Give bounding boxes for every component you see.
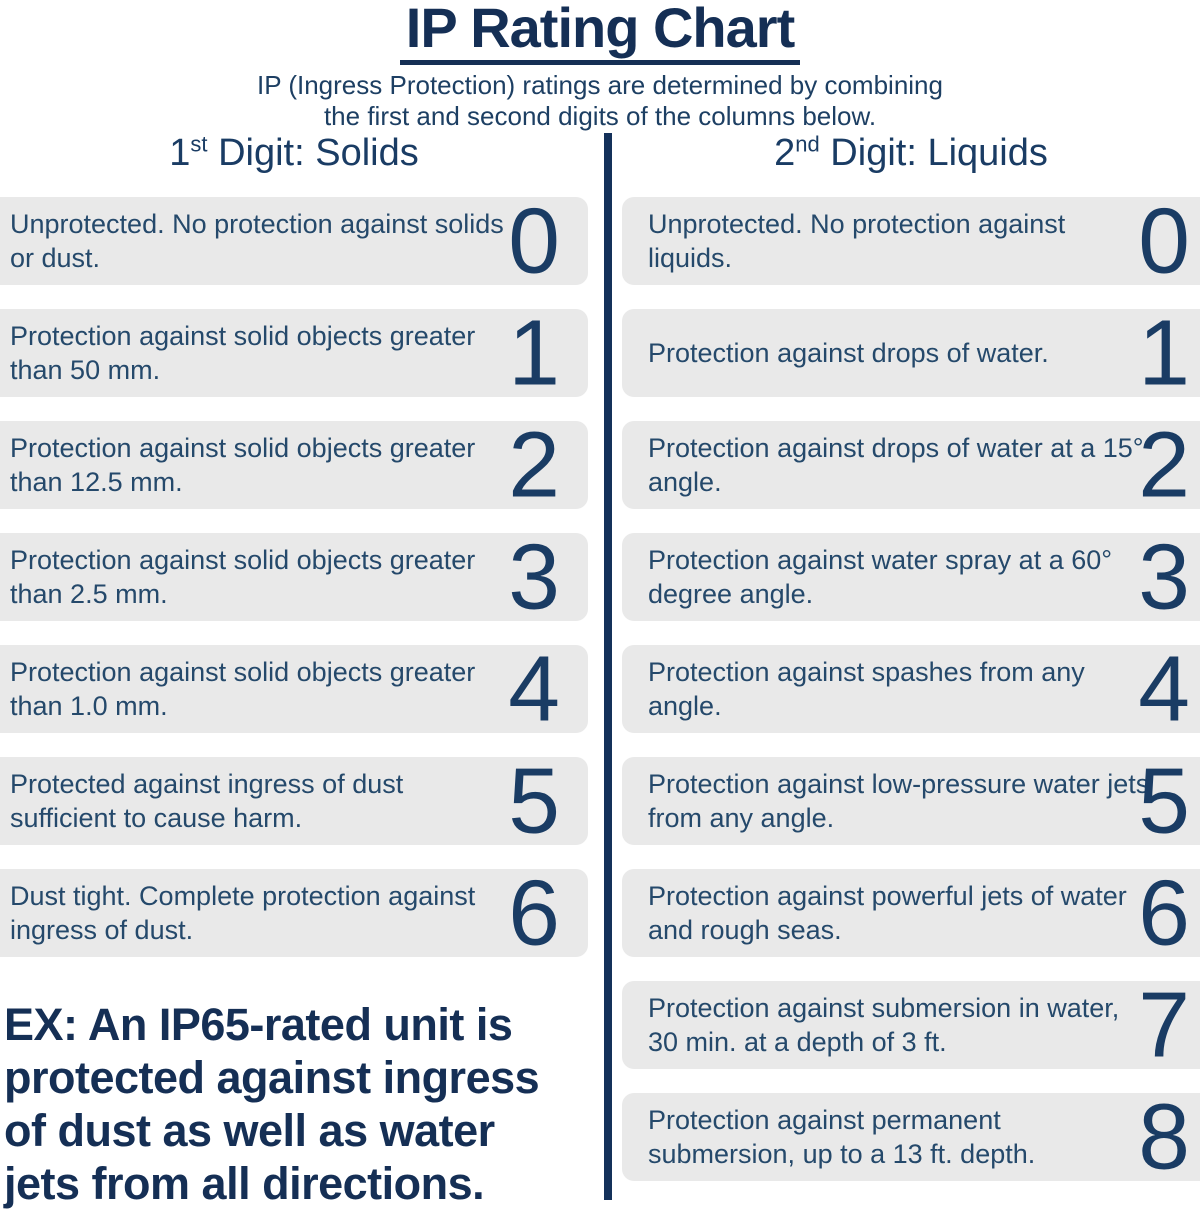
subtitle-line-2: the first and second digits of the colum… xyxy=(323,101,877,131)
rating-digit: 5 xyxy=(1138,748,1190,853)
liquids-row-8: Protection against permanent submersion,… xyxy=(622,1084,1200,1189)
liquids-column: 2nd Digit: Liquids Unprotected. No prote… xyxy=(622,131,1200,1205)
rating-digit: 0 xyxy=(1138,188,1190,293)
liquids-row-6: Protection against powerful jets of wate… xyxy=(622,860,1200,965)
column-divider xyxy=(604,133,612,1200)
example-line-3: of dust as well as water xyxy=(4,1105,495,1156)
liquids-heading-text: Digit: Liquids xyxy=(819,132,1048,174)
rating-digit: 8 xyxy=(1138,1084,1190,1189)
rating-description: Protection against spashes from any angl… xyxy=(648,657,1085,721)
solids-row-3: Protection against solid objects greater… xyxy=(0,524,588,629)
rating-description: Protection against powerful jets of wate… xyxy=(648,881,1127,945)
solids-row-4: Protection against solid objects greater… xyxy=(0,636,588,741)
rating-description: Dust tight. Complete protection against … xyxy=(10,881,476,945)
rating-digit: 5 xyxy=(508,748,560,853)
rating-digit: 4 xyxy=(508,636,560,741)
rating-description: Unprotected. No protection against liqui… xyxy=(648,209,1066,273)
example-line-1: EX: An IP65-rated unit is xyxy=(4,999,513,1050)
solids-row-2: Protection against solid objects greater… xyxy=(0,412,588,517)
rating-digit: 6 xyxy=(1138,860,1190,965)
liquids-heading-number: 2 xyxy=(774,132,796,174)
solids-row-5: Protected against ingress of dust suffic… xyxy=(0,748,588,853)
solids-row-6: Dust tight. Complete protection against … xyxy=(0,860,588,965)
liquids-column-heading: 2nd Digit: Liquids xyxy=(622,131,1200,175)
rating-description: Unprotected. No protection against solid… xyxy=(10,209,504,273)
solids-heading-number: 1 xyxy=(169,132,191,174)
rating-description: Protection against solid objects greater… xyxy=(10,433,476,497)
solids-heading-ordinal: st xyxy=(190,131,208,157)
rating-digit: 2 xyxy=(508,412,560,517)
rating-description: Protection against low-pressure water je… xyxy=(648,769,1150,833)
liquids-row-5: Protection against low-pressure water je… xyxy=(622,748,1200,853)
chart-header: IP Rating Chart IP (Ingress Protection) … xyxy=(0,0,1200,132)
rating-digit: 7 xyxy=(1138,972,1190,1077)
rating-digit: 0 xyxy=(508,188,560,293)
solids-heading-text: Digit: Solids xyxy=(207,132,419,174)
liquids-row-4: Protection against spashes from any angl… xyxy=(622,636,1200,741)
rating-description: Protection against submersion in water, … xyxy=(648,993,1120,1057)
rating-digit: 3 xyxy=(508,524,560,629)
rating-digit: 3 xyxy=(1138,524,1190,629)
rating-description: Protection against solid objects greater… xyxy=(10,657,476,721)
rating-description: Protection against permanent submersion,… xyxy=(648,1105,1036,1169)
rating-description: Protection against water spray at a 60° … xyxy=(648,545,1113,609)
rating-digit: 4 xyxy=(1138,636,1190,741)
rating-digit: 6 xyxy=(508,860,560,965)
rating-digit: 1 xyxy=(508,300,560,405)
rating-description: Protection against solid objects greater… xyxy=(10,321,476,385)
example-line-2: protected against ingress xyxy=(4,1052,540,1103)
rating-description: Protection against solid objects greater… xyxy=(10,545,476,609)
liquids-row-2: Protection against drops of water at a 1… xyxy=(622,412,1200,517)
solids-row-0: Unprotected. No protection against solid… xyxy=(0,188,588,293)
solids-column: 1st Digit: Solids Unprotected. No protec… xyxy=(0,131,588,981)
example-line-4: jets from all directions. xyxy=(4,1158,485,1209)
rating-description: Protected against ingress of dust suffic… xyxy=(10,769,404,833)
rating-digit: 1 xyxy=(1138,300,1190,405)
rating-description: Protection against drops of water at a 1… xyxy=(648,433,1144,497)
liquids-row-0: Unprotected. No protection against liqui… xyxy=(622,188,1200,293)
liquids-row-3: Protection against water spray at a 60° … xyxy=(622,524,1200,629)
chart-subtitle: IP (Ingress Protection) ratings are dete… xyxy=(0,70,1200,132)
rating-digit: 2 xyxy=(1138,412,1190,517)
example-text: EX: An IP65-rated unit is protected agai… xyxy=(4,998,604,1210)
solids-column-heading: 1st Digit: Solids xyxy=(0,131,588,175)
subtitle-line-1: IP (Ingress Protection) ratings are dete… xyxy=(257,70,943,100)
liquids-row-7: Protection against submersion in water, … xyxy=(622,972,1200,1077)
solids-row-1: Protection against solid objects greater… xyxy=(0,300,588,405)
liquids-heading-ordinal: nd xyxy=(795,131,820,157)
page-title: IP Rating Chart xyxy=(399,0,801,65)
rating-description: Protection against drops of water. xyxy=(648,338,1049,368)
liquids-row-1: Protection against drops of water. 1 xyxy=(622,300,1200,405)
